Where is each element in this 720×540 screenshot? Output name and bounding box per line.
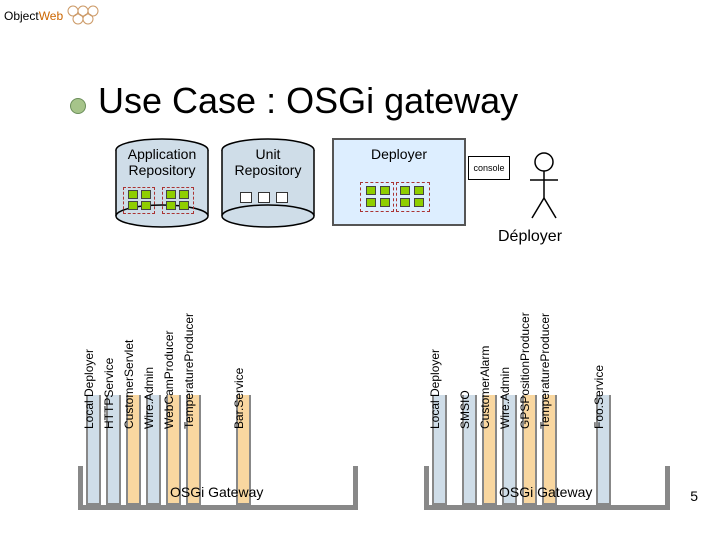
page-title: Use Case : OSGi gateway <box>98 80 518 122</box>
osgi-gateway: Local DeployerSMSIOCustomerAlarmWire.Adm… <box>424 462 670 510</box>
gateway-label: OSGi Gateway <box>499 484 592 500</box>
gateway-slot: HTTPService <box>106 395 121 505</box>
logo-icon <box>66 4 102 28</box>
logo-prefix: Object <box>4 9 39 23</box>
logo-text: ObjectWeb <box>4 9 63 23</box>
gateway-slot: CustomerAlarm <box>482 395 497 505</box>
logo: ObjectWeb <box>4 4 102 28</box>
console-label: console <box>473 163 504 173</box>
repository-cylinder: UnitRepository <box>220 138 316 226</box>
gateway-slot: Wire.Admin <box>146 395 161 505</box>
console-box: console <box>468 156 510 180</box>
deployer-box: Deployer <box>332 138 466 226</box>
logo-suffix: Web <box>39 9 63 23</box>
deployer-label: Deployer <box>334 146 464 162</box>
gateway-label: OSGi Gateway <box>170 484 263 500</box>
repository-cylinder: ApplicationRepository <box>114 138 210 226</box>
person-label: Déployer <box>498 228 562 246</box>
gateway-slot: Local Deployer <box>86 395 101 505</box>
gateway-slot: Local Deployer <box>432 395 447 505</box>
gateway-slot: CustomerServlet <box>126 395 141 505</box>
person-icon <box>524 150 564 222</box>
page-number: 5 <box>690 488 698 504</box>
gateway-slot: SMSIO <box>462 395 477 505</box>
title-bullet-icon <box>70 98 86 114</box>
osgi-gateway: Local DeployerHTTPServiceCustomerServlet… <box>78 462 358 510</box>
gateway-slot: Foo.Service <box>596 395 611 505</box>
